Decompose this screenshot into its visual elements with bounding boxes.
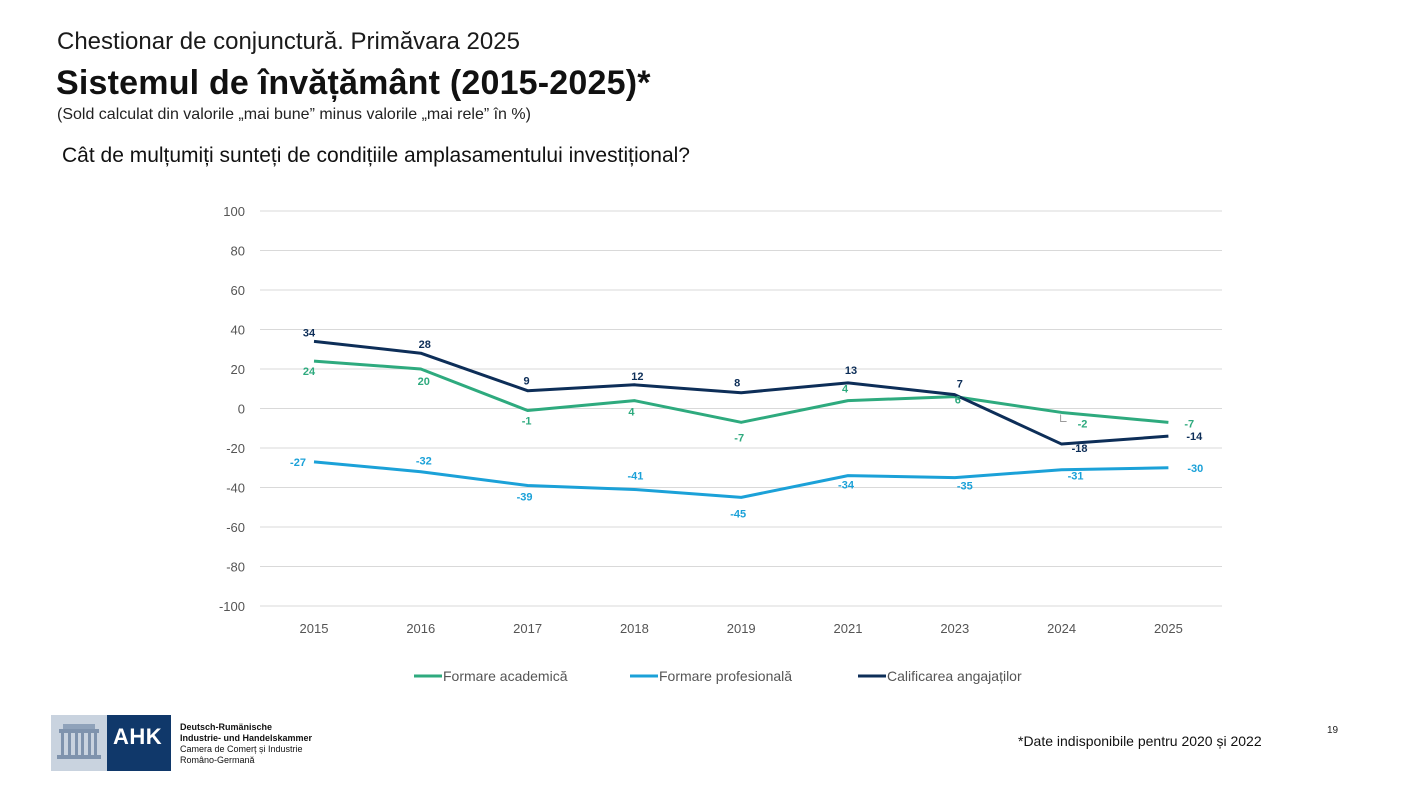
x-tick-label: 2019	[727, 621, 756, 636]
x-tick-label: 2021	[834, 621, 863, 636]
data-label: 9	[524, 376, 530, 388]
data-label: -30	[1187, 463, 1203, 475]
data-label: -1	[522, 415, 532, 427]
legend-label: Calificarea angajaților	[887, 668, 1022, 684]
y-tick-label: -80	[226, 560, 245, 575]
data-label: 13	[845, 365, 857, 377]
data-label: -31	[1068, 471, 1084, 483]
data-label: 28	[419, 339, 431, 351]
legend-label: Formare profesională	[659, 668, 792, 684]
data-label: -14	[1186, 431, 1203, 443]
label-leader-line	[1060, 414, 1067, 422]
series-line	[313, 339, 1169, 446]
series-line	[313, 359, 1169, 424]
page-title: Sistemul de învățământ (2015-2025)*	[56, 64, 651, 102]
data-label: 8	[734, 378, 740, 390]
data-label: -41	[627, 470, 643, 482]
org-line: Camera de Comerț și Industrie	[180, 744, 303, 754]
org-line: Industrie- und Handelskammer	[180, 733, 313, 743]
data-label: -7	[1184, 418, 1194, 430]
x-tick-label: 2015	[300, 621, 329, 636]
ahk-logo-text: AHK	[113, 724, 163, 749]
data-label: -2	[1078, 418, 1088, 430]
y-tick-label: -100	[219, 599, 245, 614]
y-tick-label: -60	[226, 520, 245, 535]
data-label: -39	[517, 492, 533, 504]
x-tick-label: 2018	[620, 621, 649, 636]
data-label: 24	[303, 366, 316, 378]
y-tick-label: 100	[223, 204, 245, 219]
x-tick-label: 2017	[513, 621, 542, 636]
data-label: 20	[418, 376, 430, 388]
page-number: 19	[1327, 725, 1339, 736]
data-label: 7	[957, 379, 963, 391]
data-label: 4	[842, 384, 849, 396]
y-tick-label: -20	[226, 441, 245, 456]
data-label: 12	[631, 371, 643, 383]
legend-label: Formare academică	[443, 668, 568, 684]
y-tick-label: 80	[231, 244, 245, 259]
series-line	[313, 460, 1169, 499]
footnote: *Date indisponibile pentru 2020 și 2022	[1018, 733, 1262, 749]
x-tick-label: 2025	[1154, 621, 1183, 636]
data-label: -45	[730, 508, 746, 520]
ahk-wordmark: AHK	[107, 715, 171, 771]
org-line: Româno-Germană	[180, 755, 255, 765]
y-tick-label: 60	[231, 283, 245, 298]
data-label: -34	[838, 480, 855, 492]
data-label: -7	[734, 432, 744, 444]
organization-name: Deutsch-Rumänische Industrie- und Handel…	[180, 722, 312, 766]
y-tick-label: 40	[231, 323, 245, 338]
data-label: -27	[290, 457, 306, 469]
question-text: Cât de mulțumiți sunteți de condițiile a…	[62, 144, 690, 167]
data-label: -32	[416, 456, 432, 468]
survey-label: Chestionar de conjunctură. Primăvara 202…	[57, 28, 520, 55]
y-tick-label: -40	[226, 481, 245, 496]
data-label: -35	[957, 481, 973, 493]
y-tick-label: 0	[238, 402, 245, 417]
brandenburg-gate-icon	[51, 715, 107, 771]
x-tick-label: 2024	[1047, 621, 1076, 636]
data-label: -18	[1072, 443, 1088, 455]
data-label: 34	[303, 327, 316, 339]
y-tick-label: 20	[231, 362, 245, 377]
ahk-logo: AHK	[51, 715, 171, 771]
x-tick-label: 2023	[940, 621, 969, 636]
x-tick-label: 2016	[406, 621, 435, 636]
org-line: Deutsch-Rumänische	[180, 722, 273, 732]
data-label: 4	[628, 407, 635, 419]
subtitle: (Sold calculat din valorile „mai bune” m…	[57, 106, 531, 123]
data-label: 6	[955, 395, 961, 407]
